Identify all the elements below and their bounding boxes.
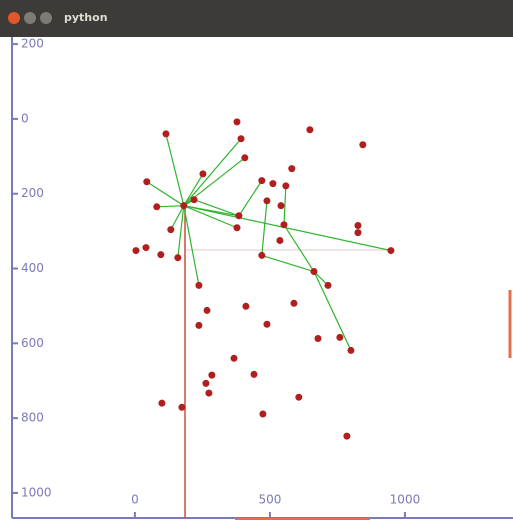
point xyxy=(233,224,240,231)
y-tick-label: 800 xyxy=(21,411,44,425)
edge xyxy=(184,206,237,228)
point xyxy=(241,154,248,161)
point xyxy=(258,252,265,259)
point xyxy=(259,411,266,418)
y-tick-label: 200 xyxy=(21,37,44,51)
maximize-button[interactable] xyxy=(40,12,52,24)
window-title: python xyxy=(64,11,108,24)
x-tick-label: 500 xyxy=(258,493,281,507)
point xyxy=(310,268,317,275)
point xyxy=(258,177,265,184)
point xyxy=(242,303,249,310)
point xyxy=(162,130,169,137)
point xyxy=(359,141,366,148)
point xyxy=(205,390,212,397)
point xyxy=(208,372,215,379)
edge xyxy=(184,206,199,286)
point xyxy=(324,282,331,289)
point xyxy=(143,178,150,185)
point xyxy=(290,300,297,307)
point xyxy=(202,380,209,387)
x-tick-label: 0 xyxy=(131,493,139,507)
point xyxy=(174,254,181,261)
y-tick-label: 1000 xyxy=(21,485,52,499)
x-tick-label: 1000 xyxy=(390,493,421,507)
edge xyxy=(184,139,241,206)
point xyxy=(235,212,242,219)
app-window: python 200 0 200 400 600 800 1000 0 500 1000 xyxy=(0,0,513,522)
point xyxy=(288,165,295,172)
y-tick-label: 200 xyxy=(21,186,44,200)
point xyxy=(191,196,198,203)
point xyxy=(132,247,139,254)
edge xyxy=(262,255,314,271)
edge xyxy=(157,206,184,207)
point xyxy=(250,371,257,378)
edge xyxy=(166,134,184,206)
point xyxy=(282,182,289,189)
point xyxy=(269,180,276,187)
point xyxy=(158,400,165,407)
point xyxy=(263,197,270,204)
y-tick-label: 600 xyxy=(21,336,44,350)
close-button[interactable] xyxy=(8,12,20,24)
point xyxy=(347,347,354,354)
point xyxy=(354,222,361,229)
point xyxy=(180,202,187,209)
point xyxy=(238,135,245,142)
y-tick-label: 400 xyxy=(21,261,44,275)
point xyxy=(306,126,313,133)
point xyxy=(277,202,284,209)
point xyxy=(167,226,174,233)
point xyxy=(199,170,206,177)
point xyxy=(231,355,238,362)
y-tick-label: 0 xyxy=(21,111,29,125)
point xyxy=(233,118,240,125)
point xyxy=(280,221,287,228)
point xyxy=(343,433,350,440)
point xyxy=(157,251,164,258)
point xyxy=(387,247,394,254)
point xyxy=(153,203,160,210)
point xyxy=(195,282,202,289)
point xyxy=(204,307,211,314)
point xyxy=(142,244,149,251)
point xyxy=(354,229,361,236)
point xyxy=(178,404,185,411)
edge xyxy=(284,225,314,272)
point xyxy=(263,321,270,328)
point xyxy=(295,394,302,401)
point xyxy=(195,322,202,329)
edge xyxy=(178,206,184,258)
edge xyxy=(239,181,262,216)
minimize-button[interactable] xyxy=(24,12,36,24)
edge xyxy=(262,201,267,256)
point xyxy=(314,335,321,342)
point xyxy=(336,334,343,341)
point xyxy=(276,237,283,244)
